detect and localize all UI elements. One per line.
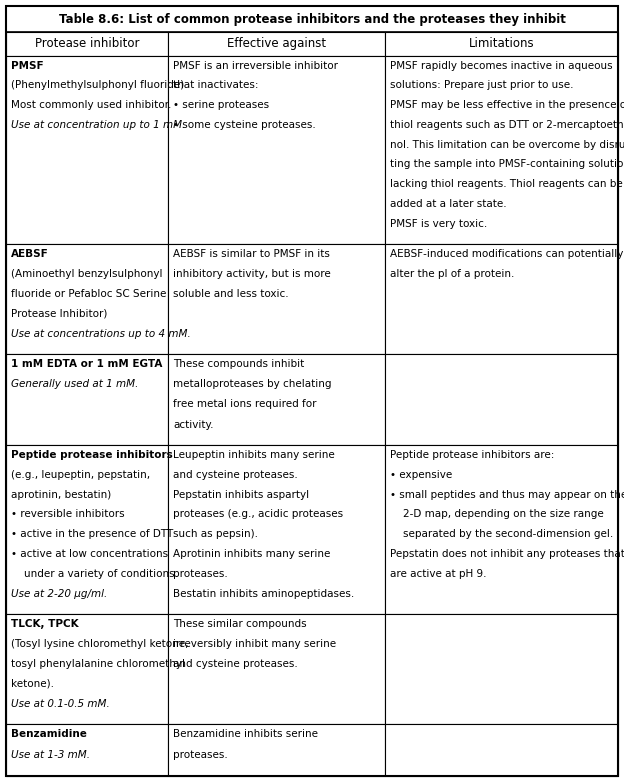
- Text: irreversibly inhibit many serine: irreversibly inhibit many serine: [173, 639, 336, 648]
- Bar: [386, 354, 618, 445]
- Text: free metal ions required for: free metal ions required for: [173, 400, 316, 410]
- Text: • expensive: • expensive: [391, 470, 452, 479]
- Text: PMSF is an irreversible inhibitor: PMSF is an irreversible inhibitor: [173, 60, 338, 70]
- Text: Table 8.6: List of common protease inhibitors and the proteases they inhibit: Table 8.6: List of common protease inhib…: [59, 13, 565, 26]
- Text: • active in the presence of DTT: • active in the presence of DTT: [11, 529, 173, 540]
- Text: inhibitory activity, but is more: inhibitory activity, but is more: [173, 269, 331, 278]
- Text: (e.g., leupeptin, pepstatin,: (e.g., leupeptin, pepstatin,: [11, 470, 150, 479]
- Text: alter the pI of a protein.: alter the pI of a protein.: [391, 269, 515, 278]
- Text: ting the sample into PMSF-containing solution: ting the sample into PMSF-containing sol…: [391, 160, 624, 170]
- Text: • active at low concentrations: • active at low concentrations: [11, 549, 168, 559]
- Bar: [6, 445, 168, 614]
- Text: fluoride or Pefabloc SC Serine: fluoride or Pefabloc SC Serine: [11, 289, 167, 299]
- Text: (Phenylmethylsulphonyl fluoride): (Phenylmethylsulphonyl fluoride): [11, 81, 184, 91]
- Text: proteases (e.g., acidic proteases: proteases (e.g., acidic proteases: [173, 509, 343, 519]
- Text: • serine proteases: • serine proteases: [173, 100, 270, 110]
- Text: AEBSF-induced modifications can potentially: AEBSF-induced modifications can potentia…: [391, 249, 624, 259]
- Text: Limitations: Limitations: [469, 38, 535, 50]
- Bar: [386, 56, 618, 243]
- Text: activity.: activity.: [173, 420, 213, 429]
- Bar: [6, 354, 168, 445]
- Text: Generally used at 1 mM.: Generally used at 1 mM.: [11, 379, 139, 389]
- Text: ketone).: ketone).: [11, 679, 54, 689]
- Text: Aprotinin inhibits many serine: Aprotinin inhibits many serine: [173, 549, 331, 559]
- Text: Use at concentration up to 1 mM.: Use at concentration up to 1 mM.: [11, 120, 185, 130]
- Text: These compounds inhibit: These compounds inhibit: [173, 359, 305, 369]
- Bar: [168, 56, 386, 243]
- Text: and cysteine proteases.: and cysteine proteases.: [173, 658, 298, 669]
- Bar: [6, 32, 168, 56]
- Text: (Tosyl lysine chloromethyl ketone,: (Tosyl lysine chloromethyl ketone,: [11, 639, 188, 648]
- Text: Protease inhibitor: Protease inhibitor: [35, 38, 139, 50]
- Text: Benzamidine inhibits serine: Benzamidine inhibits serine: [173, 729, 318, 739]
- Text: (Aminoethyl benzylsulphonyl: (Aminoethyl benzylsulphonyl: [11, 269, 162, 278]
- Text: TLCK, TPCK: TLCK, TPCK: [11, 619, 79, 629]
- Bar: [386, 614, 618, 724]
- Bar: [386, 32, 618, 56]
- Bar: [168, 724, 386, 776]
- Text: • reversible inhibitors: • reversible inhibitors: [11, 509, 125, 519]
- Text: • small peptides and thus may appear on the: • small peptides and thus may appear on …: [391, 490, 624, 500]
- Text: aprotinin, bestatin): aprotinin, bestatin): [11, 490, 111, 500]
- Bar: [6, 56, 168, 243]
- Text: AEBSF is similar to PMSF in its: AEBSF is similar to PMSF in its: [173, 249, 330, 259]
- Bar: [168, 445, 386, 614]
- Text: added at a later state.: added at a later state.: [391, 199, 507, 209]
- Text: Use at concentrations up to 4 mM.: Use at concentrations up to 4 mM.: [11, 329, 191, 339]
- Text: thiol reagents such as DTT or 2-mercaptoetha-: thiol reagents such as DTT or 2-mercapto…: [391, 120, 624, 130]
- Text: proteases.: proteases.: [173, 569, 228, 579]
- Bar: [6, 614, 168, 724]
- Text: Use at 2-20 µg/ml.: Use at 2-20 µg/ml.: [11, 589, 107, 599]
- Text: such as pepsin).: such as pepsin).: [173, 529, 258, 540]
- Text: 2-D map, depending on the size range: 2-D map, depending on the size range: [391, 509, 604, 519]
- Text: 1 mM EDTA or 1 mM EGTA: 1 mM EDTA or 1 mM EGTA: [11, 359, 162, 369]
- Bar: [168, 354, 386, 445]
- Text: Protease Inhibitor): Protease Inhibitor): [11, 309, 107, 319]
- Bar: [168, 32, 386, 56]
- Text: • some cysteine proteases.: • some cysteine proteases.: [173, 120, 316, 130]
- Text: AEBSF: AEBSF: [11, 249, 49, 259]
- Text: Benzamidine: Benzamidine: [11, 729, 87, 739]
- Text: PMSF may be less effective in the presence of: PMSF may be less effective in the presen…: [391, 100, 624, 110]
- Text: PMSF: PMSF: [11, 60, 44, 70]
- Text: PMSF rapidly becomes inactive in aqueous: PMSF rapidly becomes inactive in aqueous: [391, 60, 613, 70]
- Bar: [168, 243, 386, 354]
- Text: soluble and less toxic.: soluble and less toxic.: [173, 289, 289, 299]
- Text: solutions: Prepare just prior to use.: solutions: Prepare just prior to use.: [391, 81, 574, 91]
- Text: Pepstatin does not inhibit any proteases that: Pepstatin does not inhibit any proteases…: [391, 549, 624, 559]
- Bar: [386, 724, 618, 776]
- Bar: [386, 243, 618, 354]
- Text: metalloproteases by chelating: metalloproteases by chelating: [173, 379, 332, 389]
- Text: lacking thiol reagents. Thiol reagents can be: lacking thiol reagents. Thiol reagents c…: [391, 179, 623, 189]
- Text: Use at 1-3 mM.: Use at 1-3 mM.: [11, 750, 90, 760]
- Text: are active at pH 9.: are active at pH 9.: [391, 569, 487, 579]
- Text: Use at 0.1-0.5 mM.: Use at 0.1-0.5 mM.: [11, 699, 110, 708]
- Bar: [6, 6, 618, 32]
- Text: Pepstatin inhibits aspartyl: Pepstatin inhibits aspartyl: [173, 490, 310, 500]
- Bar: [168, 614, 386, 724]
- Text: tosyl phenylalanine chloromethyl: tosyl phenylalanine chloromethyl: [11, 658, 185, 669]
- Bar: [386, 445, 618, 614]
- Text: that inactivates:: that inactivates:: [173, 81, 259, 91]
- Text: under a variety of conditions.: under a variety of conditions.: [11, 569, 178, 579]
- Bar: [6, 724, 168, 776]
- Text: nol. This limitation can be overcome by disrup-: nol. This limitation can be overcome by …: [391, 140, 624, 149]
- Text: proteases.: proteases.: [173, 750, 228, 760]
- Text: separated by the second-dimension gel.: separated by the second-dimension gel.: [391, 529, 613, 540]
- Text: Most commonly used inhibitor.: Most commonly used inhibitor.: [11, 100, 172, 110]
- Text: Peptide protease inhibitors are:: Peptide protease inhibitors are:: [391, 450, 555, 460]
- Text: Effective against: Effective against: [227, 38, 326, 50]
- Text: Peptide protease inhibitors: Peptide protease inhibitors: [11, 450, 173, 460]
- Text: Leupeptin inhibits many serine: Leupeptin inhibits many serine: [173, 450, 335, 460]
- Text: and cysteine proteases.: and cysteine proteases.: [173, 470, 298, 479]
- Text: These similar compounds: These similar compounds: [173, 619, 307, 629]
- Text: Bestatin inhibits aminopeptidases.: Bestatin inhibits aminopeptidases.: [173, 589, 354, 599]
- Text: PMSF is very toxic.: PMSF is very toxic.: [391, 219, 488, 229]
- Bar: [6, 243, 168, 354]
